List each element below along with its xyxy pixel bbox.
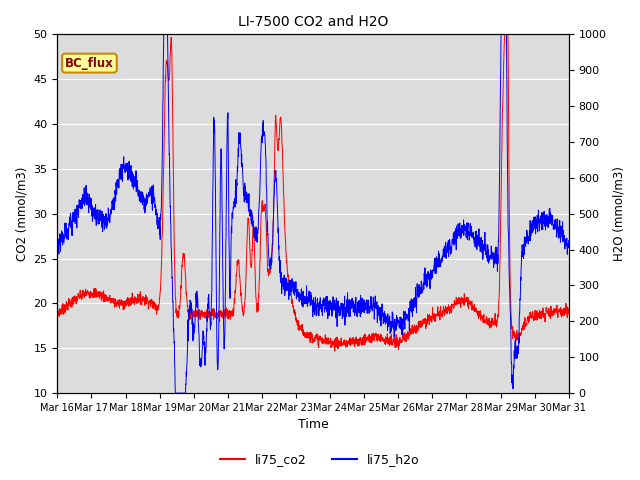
Legend: li75_co2, li75_h2o: li75_co2, li75_h2o <box>215 448 425 471</box>
Y-axis label: H2O (mmol/m3): H2O (mmol/m3) <box>612 166 625 261</box>
Title: LI-7500 CO2 and H2O: LI-7500 CO2 and H2O <box>238 15 388 29</box>
Y-axis label: CO2 (mmol/m3): CO2 (mmol/m3) <box>15 167 28 261</box>
Text: BC_flux: BC_flux <box>65 57 114 70</box>
X-axis label: Time: Time <box>298 419 328 432</box>
